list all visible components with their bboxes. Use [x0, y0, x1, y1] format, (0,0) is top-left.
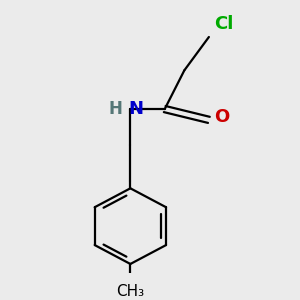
Text: N: N: [128, 100, 143, 118]
Text: CH₃: CH₃: [116, 284, 144, 299]
Text: O: O: [214, 108, 229, 126]
Text: H: H: [109, 100, 122, 118]
Text: Cl: Cl: [214, 15, 233, 33]
